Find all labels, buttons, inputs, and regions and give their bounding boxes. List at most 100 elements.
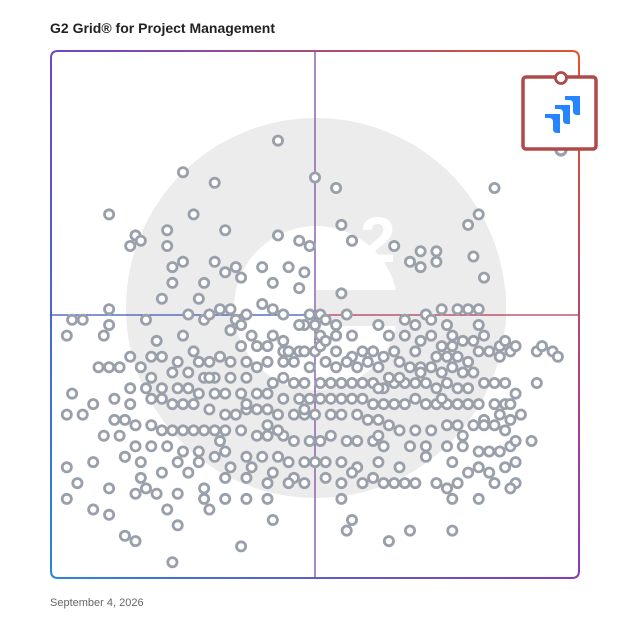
scatter-point[interactable] bbox=[161, 440, 174, 453]
scatter-point[interactable] bbox=[499, 334, 512, 347]
scatter-point[interactable] bbox=[414, 245, 427, 258]
scatter-point[interactable] bbox=[176, 445, 189, 458]
scatter-point[interactable] bbox=[446, 340, 459, 353]
scatter-point[interactable] bbox=[456, 366, 469, 379]
scatter-point[interactable] bbox=[335, 392, 348, 405]
scatter-point[interactable] bbox=[435, 340, 448, 353]
scatter-point[interactable] bbox=[372, 429, 385, 442]
scatter-point[interactable] bbox=[60, 408, 73, 421]
scatter-point[interactable] bbox=[551, 350, 564, 363]
scatter-point[interactable] bbox=[472, 398, 485, 411]
scatter-point[interactable] bbox=[155, 292, 168, 305]
scatter-point[interactable] bbox=[261, 419, 274, 432]
scatter-point[interactable] bbox=[303, 392, 316, 405]
scatter-point[interactable] bbox=[60, 461, 73, 474]
scatter-point[interactable] bbox=[462, 218, 475, 231]
scatter-point[interactable] bbox=[261, 477, 274, 490]
scatter-point[interactable] bbox=[66, 313, 79, 326]
scatter-point[interactable] bbox=[377, 440, 390, 453]
scatter-point[interactable] bbox=[440, 376, 453, 389]
scatter-point[interactable] bbox=[446, 492, 459, 505]
scatter-point[interactable] bbox=[203, 403, 216, 416]
scatter-point[interactable] bbox=[155, 350, 168, 363]
scatter-point[interactable] bbox=[171, 487, 184, 500]
scatter-point[interactable] bbox=[198, 492, 211, 505]
scatter-point[interactable] bbox=[403, 440, 416, 453]
scatter-point[interactable] bbox=[451, 477, 464, 490]
scatter-point[interactable] bbox=[187, 345, 200, 358]
scatter-point[interactable] bbox=[182, 366, 195, 379]
scatter-point[interactable] bbox=[277, 371, 290, 384]
scatter-point[interactable] bbox=[425, 313, 438, 326]
scatter-point[interactable] bbox=[414, 366, 427, 379]
scatter-point[interactable] bbox=[224, 461, 237, 474]
scatter-point[interactable] bbox=[287, 376, 300, 389]
scatter-point[interactable] bbox=[293, 282, 306, 295]
scatter-point[interactable] bbox=[293, 392, 306, 405]
scatter-point[interactable] bbox=[124, 350, 137, 363]
scatter-point[interactable] bbox=[324, 376, 337, 389]
scatter-point[interactable] bbox=[472, 345, 485, 358]
scatter-point[interactable] bbox=[377, 477, 390, 490]
scatter-point[interactable] bbox=[446, 456, 459, 469]
scatter-point[interactable] bbox=[530, 376, 543, 389]
scatter-point[interactable] bbox=[403, 255, 416, 268]
scatter-point[interactable] bbox=[388, 345, 401, 358]
scatter-point[interactable] bbox=[388, 477, 401, 490]
scatter-point[interactable] bbox=[219, 445, 232, 458]
scatter-point[interactable] bbox=[308, 408, 321, 421]
scatter-point[interactable] bbox=[504, 398, 517, 411]
scatter-point[interactable] bbox=[330, 329, 343, 342]
scatter-point[interactable] bbox=[245, 461, 258, 474]
scatter-point[interactable] bbox=[145, 419, 158, 432]
scatter-point[interactable] bbox=[240, 471, 253, 484]
scatter-point[interactable] bbox=[504, 413, 517, 426]
scatter-point[interactable] bbox=[499, 424, 512, 437]
scatter-point[interactable] bbox=[345, 514, 358, 527]
scatter-point[interactable] bbox=[208, 450, 221, 463]
scatter-point[interactable] bbox=[451, 350, 464, 363]
scatter-point[interactable] bbox=[430, 245, 443, 258]
scatter-point[interactable] bbox=[103, 318, 116, 331]
scatter-point[interactable] bbox=[456, 440, 469, 453]
scatter-point[interactable] bbox=[324, 429, 337, 442]
scatter-point[interactable] bbox=[382, 535, 395, 548]
scatter-point[interactable] bbox=[367, 398, 380, 411]
scatter-point[interactable] bbox=[198, 424, 211, 437]
scatter-point[interactable] bbox=[477, 419, 490, 432]
scatter-point[interactable] bbox=[219, 266, 232, 279]
scatter-point[interactable] bbox=[330, 318, 343, 331]
scatter-point[interactable] bbox=[372, 318, 385, 331]
scatter-point[interactable] bbox=[303, 239, 316, 252]
scatter-point[interactable] bbox=[335, 456, 348, 469]
scatter-point[interactable] bbox=[287, 408, 300, 421]
scatter-point[interactable] bbox=[345, 392, 358, 405]
scatter-point[interactable] bbox=[224, 324, 237, 337]
scatter-point[interactable] bbox=[192, 387, 205, 400]
scatter-point[interactable] bbox=[488, 398, 501, 411]
scatter-point[interactable] bbox=[271, 408, 284, 421]
scatter-point[interactable] bbox=[103, 303, 116, 316]
scatter-point[interactable] bbox=[76, 408, 89, 421]
scatter-point[interactable] bbox=[472, 492, 485, 505]
scatter-point[interactable] bbox=[139, 382, 152, 395]
scatter-point[interactable] bbox=[224, 355, 237, 368]
scatter-point[interactable] bbox=[430, 477, 443, 490]
scatter-point[interactable] bbox=[235, 318, 248, 331]
scatter-point[interactable] bbox=[319, 355, 332, 368]
scatter-point[interactable] bbox=[134, 234, 147, 247]
scatter-point[interactable] bbox=[266, 514, 279, 527]
scatter-point[interactable] bbox=[345, 466, 358, 479]
scatter-point[interactable] bbox=[440, 350, 453, 363]
scatter-point[interactable] bbox=[208, 424, 221, 437]
scatter-point[interactable] bbox=[440, 440, 453, 453]
scatter-point[interactable] bbox=[176, 166, 189, 179]
scatter-point[interactable] bbox=[425, 361, 438, 374]
scatter-point[interactable] bbox=[213, 303, 226, 316]
scatter-point[interactable] bbox=[462, 466, 475, 479]
scatter-point[interactable] bbox=[298, 403, 311, 416]
scatter-point[interactable] bbox=[219, 408, 232, 421]
scatter-point[interactable] bbox=[103, 361, 116, 374]
scatter-point[interactable] bbox=[134, 456, 147, 469]
scatter-point[interactable] bbox=[403, 524, 416, 537]
